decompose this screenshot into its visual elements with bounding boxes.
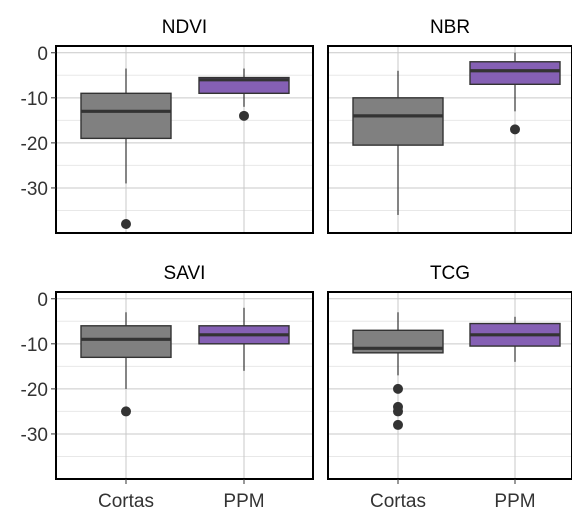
box-ppm (469, 316, 561, 362)
box-ppm (198, 307, 290, 371)
panel-ndvi: NDVI 0 -10 -20 -30 (21, 17, 314, 234)
iqr-box (80, 325, 172, 359)
y-tick-label: -10 (21, 89, 48, 110)
panel-nbr: NBR (327, 17, 572, 234)
panel-tcg: TCG Cortas PPM (327, 263, 572, 510)
y-tick-label: -20 (21, 380, 48, 401)
box-cortas (352, 70, 444, 215)
x-tick-label: PPM (223, 491, 264, 510)
panel-border (327, 45, 572, 234)
y-tick-label: -20 (21, 134, 48, 155)
box-ppm (469, 52, 561, 135)
panel-title: NDVI (162, 17, 207, 38)
panel-border (55, 291, 314, 480)
iqr-box (80, 92, 172, 140)
y-tick-label: -10 (21, 335, 48, 356)
panel-title: SAVI (164, 263, 206, 284)
y-tick-label: 0 (37, 290, 48, 311)
box-cortas (80, 68, 172, 229)
panel-savi: SAVI 0 -10 -20 -30 Cortas PPM (21, 263, 314, 510)
x-tick-label: Cortas (370, 491, 426, 510)
box-cortas (80, 312, 172, 417)
y-tick-label: -30 (21, 179, 48, 200)
outlier-point (393, 419, 403, 430)
panel-title: NBR (430, 17, 470, 38)
x-tick-label: PPM (494, 491, 535, 510)
panel-title: TCG (430, 263, 470, 284)
outlier-point (510, 124, 520, 135)
outlier-point (121, 406, 131, 417)
y-tick-label: -30 (21, 425, 48, 446)
iqr-box (469, 61, 561, 86)
y-tick-label: 0 (37, 44, 48, 65)
panel-border (55, 45, 314, 234)
iqr-box (198, 76, 290, 95)
outlier-point (393, 383, 403, 394)
outlier-point (121, 218, 131, 229)
panel-border (327, 291, 572, 480)
outlier-point (239, 110, 249, 121)
box-ppm (198, 68, 290, 121)
outlier-point (393, 406, 403, 417)
x-tick-label: Cortas (98, 491, 154, 510)
iqr-box (352, 97, 444, 146)
box-cortas (352, 312, 444, 430)
